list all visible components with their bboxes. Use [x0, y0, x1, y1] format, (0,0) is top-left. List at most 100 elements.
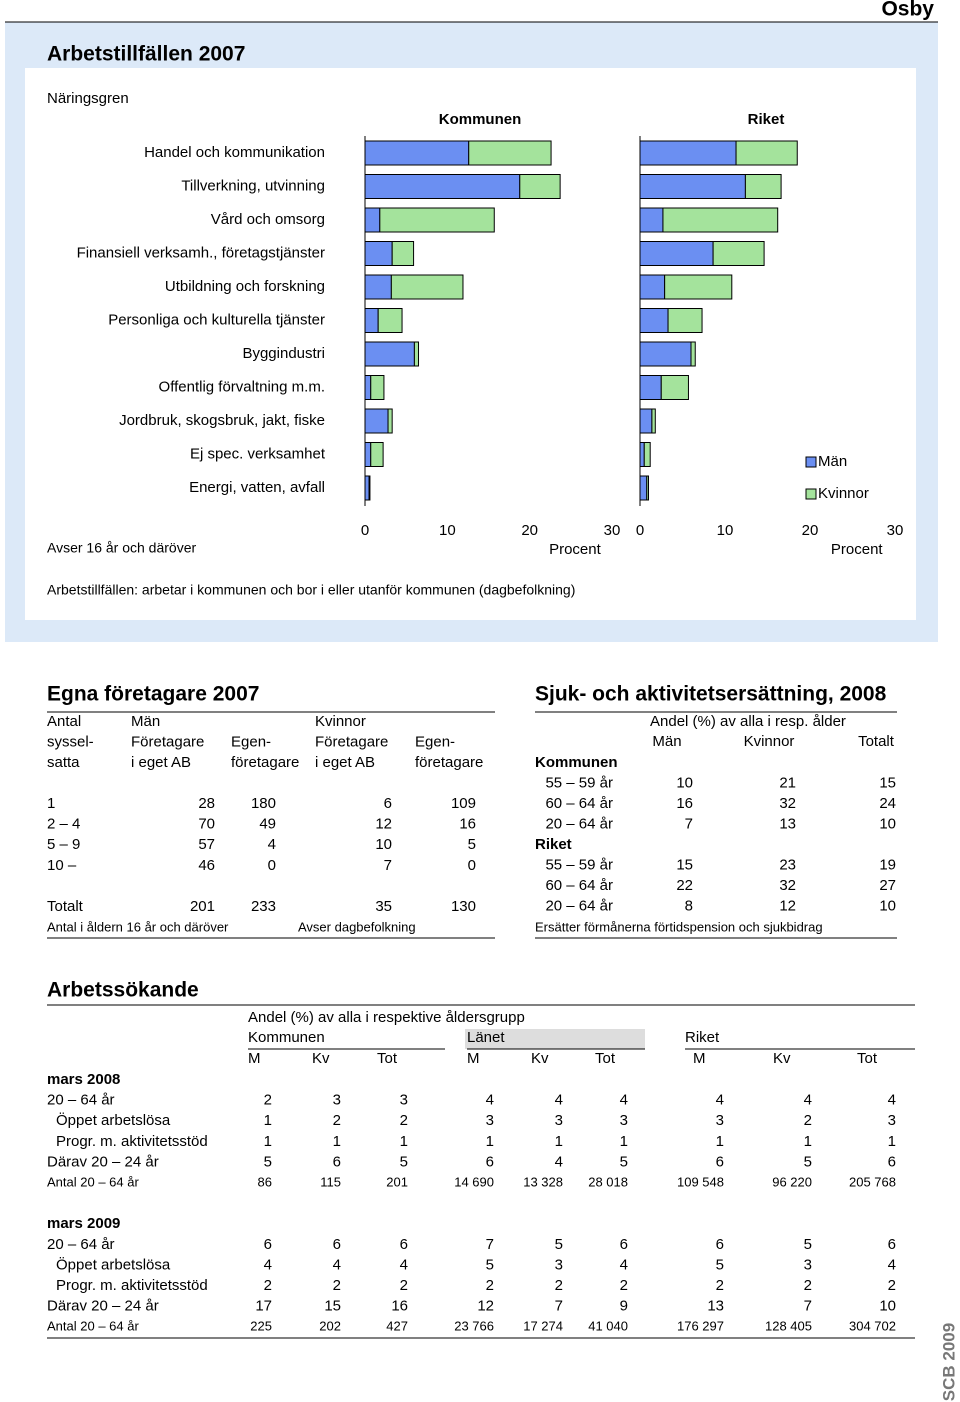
cell: 4: [486, 1092, 494, 1109]
column-header: företagare: [415, 754, 483, 771]
cell: 5: [716, 1256, 724, 1273]
column-header: syssel-: [47, 733, 94, 750]
table-note: Ersätter förmånerna förtidspension och s…: [535, 919, 823, 934]
logo: SCB 2009: [939, 1323, 958, 1401]
group-label: Kommunen: [535, 754, 618, 771]
row-label: 60 – 64 år: [545, 795, 613, 812]
bar: [639, 140, 737, 166]
cell: 12: [477, 1298, 494, 1315]
bar: [639, 207, 664, 233]
bar: [643, 442, 651, 467]
cell: 5: [620, 1153, 628, 1170]
bar: [377, 308, 403, 333]
cell: 32: [779, 877, 796, 894]
cell: 16: [676, 795, 693, 812]
panel-title: Riket: [748, 111, 785, 128]
row-label: Progr. m. aktivitetsstöd: [56, 1133, 208, 1150]
column-header: Egen-: [231, 733, 271, 750]
cell: 6: [333, 1153, 341, 1170]
cell: 17 274: [523, 1319, 563, 1334]
cell: 4: [804, 1092, 812, 1109]
group-header: Länet: [467, 1029, 505, 1046]
row-label: 5 – 9: [47, 836, 80, 853]
column-header: Antal: [47, 713, 81, 730]
cell: 24: [879, 795, 896, 812]
cell: 15: [324, 1298, 341, 1315]
cell: 13: [779, 815, 796, 832]
cell: 5: [555, 1236, 563, 1253]
cell: 22: [676, 877, 693, 894]
cell: 41 040: [588, 1319, 628, 1334]
table-note: Antal i åldern 16 år och däröver: [47, 919, 229, 934]
x-tick-label: 30: [887, 522, 904, 539]
cell: 3: [400, 1092, 408, 1109]
x-tick-label: 30: [604, 522, 621, 539]
cell: 1: [716, 1133, 724, 1150]
column-header: Kvinnor: [744, 733, 795, 750]
legend-swatch: [805, 488, 817, 500]
group-header: Kommunen: [248, 1029, 325, 1046]
cell: 6: [486, 1153, 494, 1170]
cell: 13: [707, 1298, 724, 1315]
panel-title: Kommunen: [439, 111, 522, 128]
column-header: M: [467, 1050, 480, 1067]
cell: 5: [468, 836, 476, 853]
cell: 4: [888, 1092, 896, 1109]
row-label: Öppet arbetslösa: [56, 1111, 171, 1129]
cell: 6: [620, 1236, 628, 1253]
cell: 427: [386, 1319, 408, 1334]
x-tick-label: 10: [439, 522, 456, 539]
cell: 17: [255, 1298, 272, 1315]
bar: [364, 442, 372, 467]
column-header: Tot: [857, 1050, 878, 1067]
cell: 4: [888, 1256, 896, 1273]
bar: [639, 241, 714, 266]
cell: 201: [386, 1174, 408, 1189]
cell: 10: [879, 897, 896, 914]
cell: 9: [620, 1298, 628, 1315]
cell: 7: [555, 1298, 563, 1315]
cell: 3: [804, 1256, 812, 1273]
cell: 4: [620, 1256, 628, 1273]
cell: 176 297: [677, 1319, 724, 1334]
row-label: 20 – 64 år: [47, 1092, 115, 1109]
cell: 23: [779, 856, 796, 873]
column-header: Kv: [773, 1050, 791, 1067]
cell: 4: [620, 1092, 628, 1109]
cell: 109: [451, 795, 476, 812]
cell: 1: [888, 1133, 896, 1150]
cell: 3: [555, 1256, 563, 1273]
x-tick-label: 20: [802, 522, 819, 539]
cell: 7: [804, 1298, 812, 1315]
cell: 0: [268, 857, 276, 874]
cell: 4: [264, 1256, 272, 1273]
cell: 5: [804, 1153, 812, 1170]
cell: 7: [685, 815, 693, 832]
cell: 109 548: [677, 1174, 724, 1189]
bar: [370, 375, 385, 400]
cell: 5: [264, 1153, 272, 1170]
table-subtitle: Andel (%) av alla i respektive åldersgru…: [248, 1009, 525, 1026]
x-tick-label: 10: [717, 522, 734, 539]
cell: 2: [804, 1277, 812, 1294]
bar: [364, 207, 381, 233]
cell: 14 690: [454, 1174, 494, 1189]
row-label: 10 –: [47, 857, 77, 874]
cell: 1: [486, 1133, 494, 1150]
column-header: M: [693, 1050, 706, 1067]
bar: [519, 174, 561, 199]
bar: [662, 207, 779, 233]
column-header: Kv: [312, 1050, 330, 1067]
group-header: Riket: [685, 1029, 720, 1046]
cell: 3: [486, 1112, 494, 1129]
row-label: Totalt: [47, 898, 84, 915]
bar: [390, 274, 464, 300]
bar: [651, 408, 656, 434]
cell: 115: [320, 1174, 341, 1189]
row-label: 60 – 64 år: [545, 877, 613, 894]
bar: [639, 341, 692, 367]
column-header: Egen-: [415, 733, 455, 750]
category-label: Utbildning och forskning: [165, 278, 325, 295]
bar: [690, 341, 696, 367]
bar: [387, 408, 393, 434]
